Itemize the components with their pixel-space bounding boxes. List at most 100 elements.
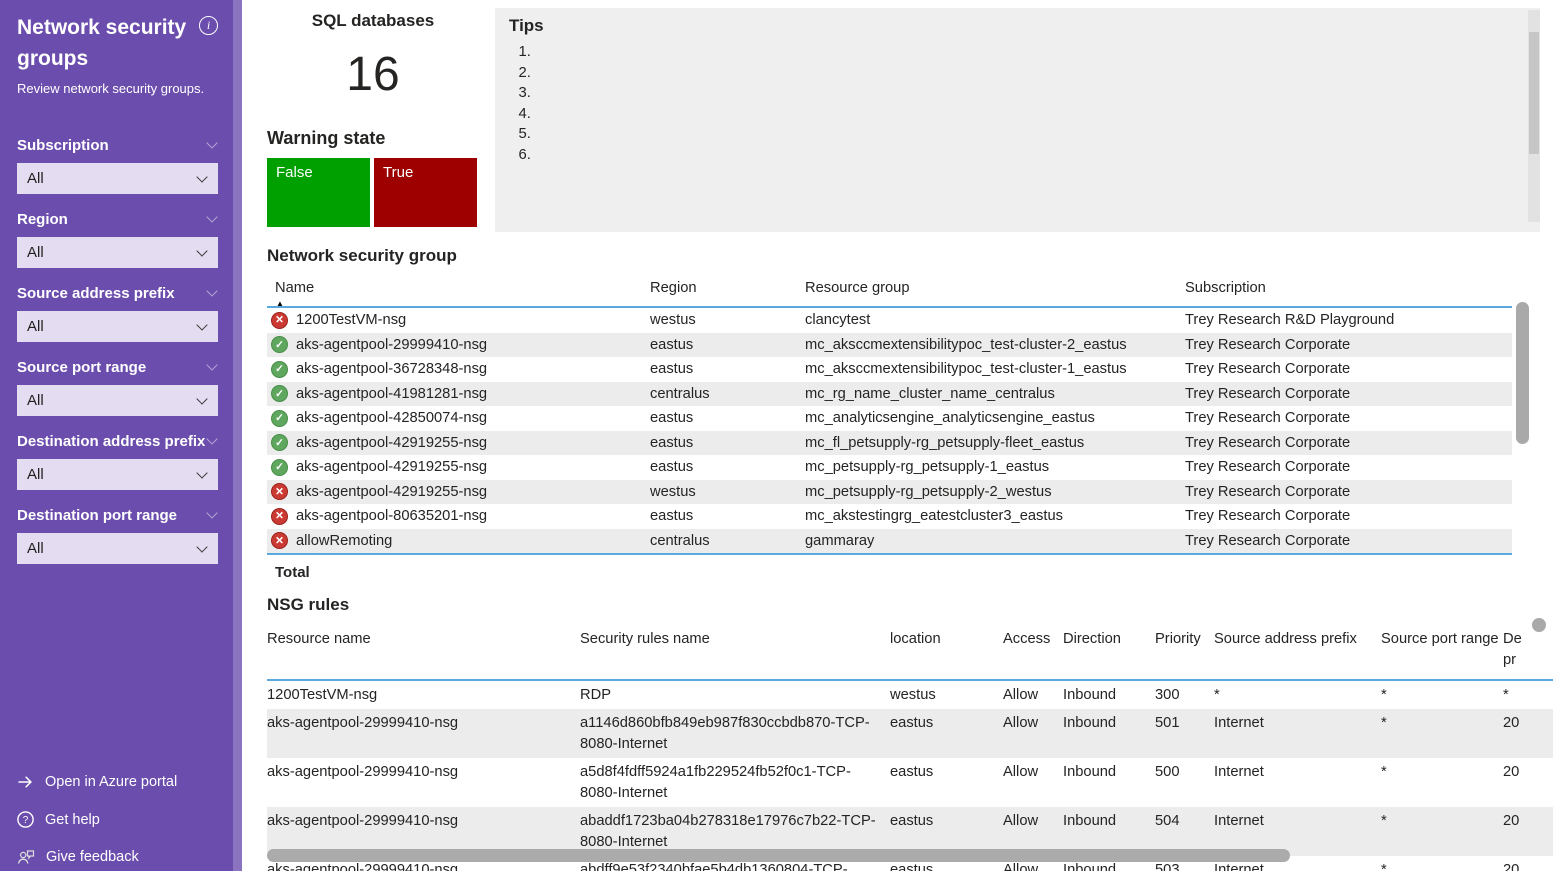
column-header-resource-name[interactable]: Resource name bbox=[267, 631, 371, 647]
column-header-subscription[interactable]: Subscription bbox=[1185, 280, 1266, 296]
nsg-table-title: Network security group bbox=[267, 246, 457, 265]
nsg-rules-horizontal-scrollbar[interactable] bbox=[267, 849, 1290, 862]
table-row[interactable]: aks-agentpool-42919255-nsg westus mc_pet… bbox=[267, 479, 1512, 504]
filter-group: Destination address prefix All bbox=[17, 433, 218, 490]
column-header-source-address-prefix[interactable]: Source address prefix bbox=[1214, 631, 1357, 647]
error-circle-icon bbox=[271, 532, 288, 550]
rule-destination-prefix: 20 bbox=[1503, 715, 1520, 731]
column-header-destination-prefix-clipped[interactable]: De pr bbox=[1503, 631, 1522, 668]
table-row[interactable]: aks-agentpool-42919255-nsg eastus mc_pet… bbox=[267, 455, 1512, 480]
table-row[interactable]: aks-agentpool-41981281-nsg centralus mc_… bbox=[267, 381, 1512, 406]
column-header-region[interactable]: Region bbox=[650, 280, 697, 296]
table-row[interactable]: aks-agentpool-42919255-nsg eastus mc_fl_… bbox=[267, 430, 1512, 455]
tip-item bbox=[535, 146, 1514, 166]
column-header-name[interactable]: Name bbox=[275, 280, 315, 296]
filter-label: Source port range bbox=[17, 359, 147, 376]
check-circle-icon bbox=[271, 360, 288, 378]
chevron-down-icon bbox=[196, 392, 208, 405]
nsg-table-scrollbar[interactable] bbox=[1516, 302, 1529, 444]
rule-source-port-range: * bbox=[1381, 813, 1387, 829]
table-row[interactable]: aks-agentpool-29999410-nsg a1146d860bfb8… bbox=[267, 709, 1553, 758]
filter-dropdown[interactable]: All bbox=[17, 459, 218, 490]
dropdown-selected-value: All bbox=[27, 244, 44, 261]
rule-resource-name: 1200TestVM-nsg bbox=[267, 687, 378, 703]
tip-item bbox=[535, 43, 1514, 63]
table-row[interactable]: 1200TestVM-nsg westus clancytest Trey Re… bbox=[267, 308, 1512, 333]
give-feedback-link[interactable]: Give feedback bbox=[17, 849, 139, 865]
filter-group: Source port range All bbox=[17, 359, 218, 416]
nsg-rules-header: Resource name Security rules name locati… bbox=[267, 629, 1553, 681]
table-row[interactable]: allowRemoting centralus gammaray Trey Re… bbox=[267, 528, 1512, 553]
rule-priority: 500 bbox=[1155, 764, 1180, 780]
table-row[interactable]: aks-agentpool-29999410-nsg a5d8f4fdff592… bbox=[267, 758, 1553, 807]
filter-label: Subscription bbox=[17, 137, 109, 154]
nsg-table-body: 1200TestVM-nsg westus clancytest Trey Re… bbox=[267, 308, 1512, 555]
tip-item bbox=[535, 105, 1514, 125]
rule-source-port-range: * bbox=[1381, 862, 1387, 871]
open-in-azure-portal-link[interactable]: Open in Azure portal bbox=[17, 774, 177, 790]
table-row[interactable]: aks-agentpool-29999410-nsg eastus mc_aks… bbox=[267, 332, 1512, 357]
nsg-name: aks-agentpool-41981281-nsg bbox=[296, 385, 488, 402]
warning-false-button[interactable]: False bbox=[267, 158, 370, 227]
check-circle-icon bbox=[271, 434, 288, 452]
sort-ascending-icon: ▲ bbox=[276, 299, 284, 308]
tips-panel: Tips bbox=[495, 8, 1540, 232]
kpi-value: 16 bbox=[346, 48, 400, 101]
column-header-location[interactable]: location bbox=[890, 631, 941, 647]
column-header-security-rules-name[interactable]: Security rules name bbox=[580, 631, 710, 647]
rule-direction: Inbound bbox=[1063, 862, 1117, 871]
chevron-down-icon[interactable] bbox=[206, 137, 218, 149]
nsg-resource-group: mc_petsupply-rg_petsupply-2_westus bbox=[805, 483, 1052, 500]
chevron-down-icon[interactable] bbox=[206, 507, 218, 519]
error-circle-icon bbox=[271, 507, 288, 525]
nsg-table-header: Name Region Resource group Subscription … bbox=[267, 280, 1512, 308]
column-header-source-port-range[interactable]: Source port range bbox=[1381, 631, 1499, 647]
filter-dropdown[interactable]: All bbox=[17, 385, 218, 416]
nsg-table-section: Network security group Name Region Resou… bbox=[267, 246, 1512, 581]
filter-label: Destination port range bbox=[17, 507, 178, 524]
warning-true-button[interactable]: True bbox=[374, 158, 477, 227]
column-header-access[interactable]: Access bbox=[1003, 631, 1051, 647]
table-row[interactable]: aks-agentpool-29999410-nsg abaddf1723ba0… bbox=[267, 807, 1553, 856]
chevron-down-icon bbox=[196, 318, 208, 331]
get-help-link[interactable]: ? Get help bbox=[17, 811, 100, 828]
help-circle-icon: ? bbox=[17, 811, 34, 828]
column-header-priority[interactable]: Priority bbox=[1155, 631, 1201, 647]
nsg-subscription: Trey Research Corporate bbox=[1185, 385, 1351, 402]
filter-dropdown[interactable]: All bbox=[17, 533, 218, 564]
nsg-resource-group: mc_aksccmextensibilitypoc_test-cluster-2… bbox=[805, 336, 1127, 353]
info-icon[interactable]: i bbox=[199, 16, 218, 35]
nsg-subscription: Trey Research Corporate bbox=[1185, 336, 1351, 353]
nsg-rules-scrollbar-thumb[interactable] bbox=[1532, 618, 1546, 632]
rule-direction: Inbound bbox=[1063, 687, 1117, 703]
table-row[interactable]: aks-agentpool-80635201-nsg eastus mc_aks… bbox=[267, 504, 1512, 529]
chevron-down-icon[interactable] bbox=[206, 211, 218, 223]
filter-dropdown[interactable]: All bbox=[17, 311, 218, 342]
nsg-region: eastus bbox=[650, 361, 694, 378]
rule-direction: Inbound bbox=[1063, 813, 1117, 829]
rule-location: eastus bbox=[890, 764, 934, 780]
nsg-name: aks-agentpool-80635201-nsg bbox=[296, 508, 488, 525]
tip-item bbox=[535, 125, 1514, 145]
column-header-resource-group[interactable]: Resource group bbox=[805, 280, 910, 296]
sidebar-scrollbar[interactable] bbox=[233, 0, 242, 871]
nsg-resource-group: mc_petsupply-rg_petsupply-1_eastus bbox=[805, 459, 1050, 476]
dropdown-selected-value: All bbox=[27, 466, 44, 483]
chevron-down-icon[interactable] bbox=[206, 359, 218, 371]
table-row[interactable]: aks-agentpool-36728348-nsg eastus mc_aks… bbox=[267, 357, 1512, 382]
table-row[interactable]: 1200TestVM-nsg RDP westus Allow Inbound … bbox=[267, 681, 1553, 709]
tips-scrollbar-thumb[interactable] bbox=[1529, 32, 1539, 154]
nsg-subscription: Trey Research Corporate bbox=[1185, 483, 1351, 500]
rule-source-address-prefix: Internet bbox=[1214, 715, 1264, 731]
filter-dropdown[interactable]: All bbox=[17, 163, 218, 194]
filter-dropdown[interactable]: All bbox=[17, 237, 218, 268]
rule-location: eastus bbox=[890, 715, 934, 731]
nsg-rules-section: NSG rules Resource name Security rules n… bbox=[267, 595, 1553, 871]
table-row[interactable]: aks-agentpool-42850074-nsg eastus mc_ana… bbox=[267, 406, 1512, 431]
chevron-down-icon[interactable] bbox=[206, 433, 218, 445]
chevron-down-icon[interactable] bbox=[206, 285, 218, 297]
table-row[interactable]: aks-agentpool-29999410-nsg abdff9e53f234… bbox=[267, 856, 1553, 871]
rule-access: Allow bbox=[1003, 813, 1039, 829]
column-header-direction[interactable]: Direction bbox=[1063, 631, 1121, 647]
total-label: Total bbox=[275, 564, 310, 581]
